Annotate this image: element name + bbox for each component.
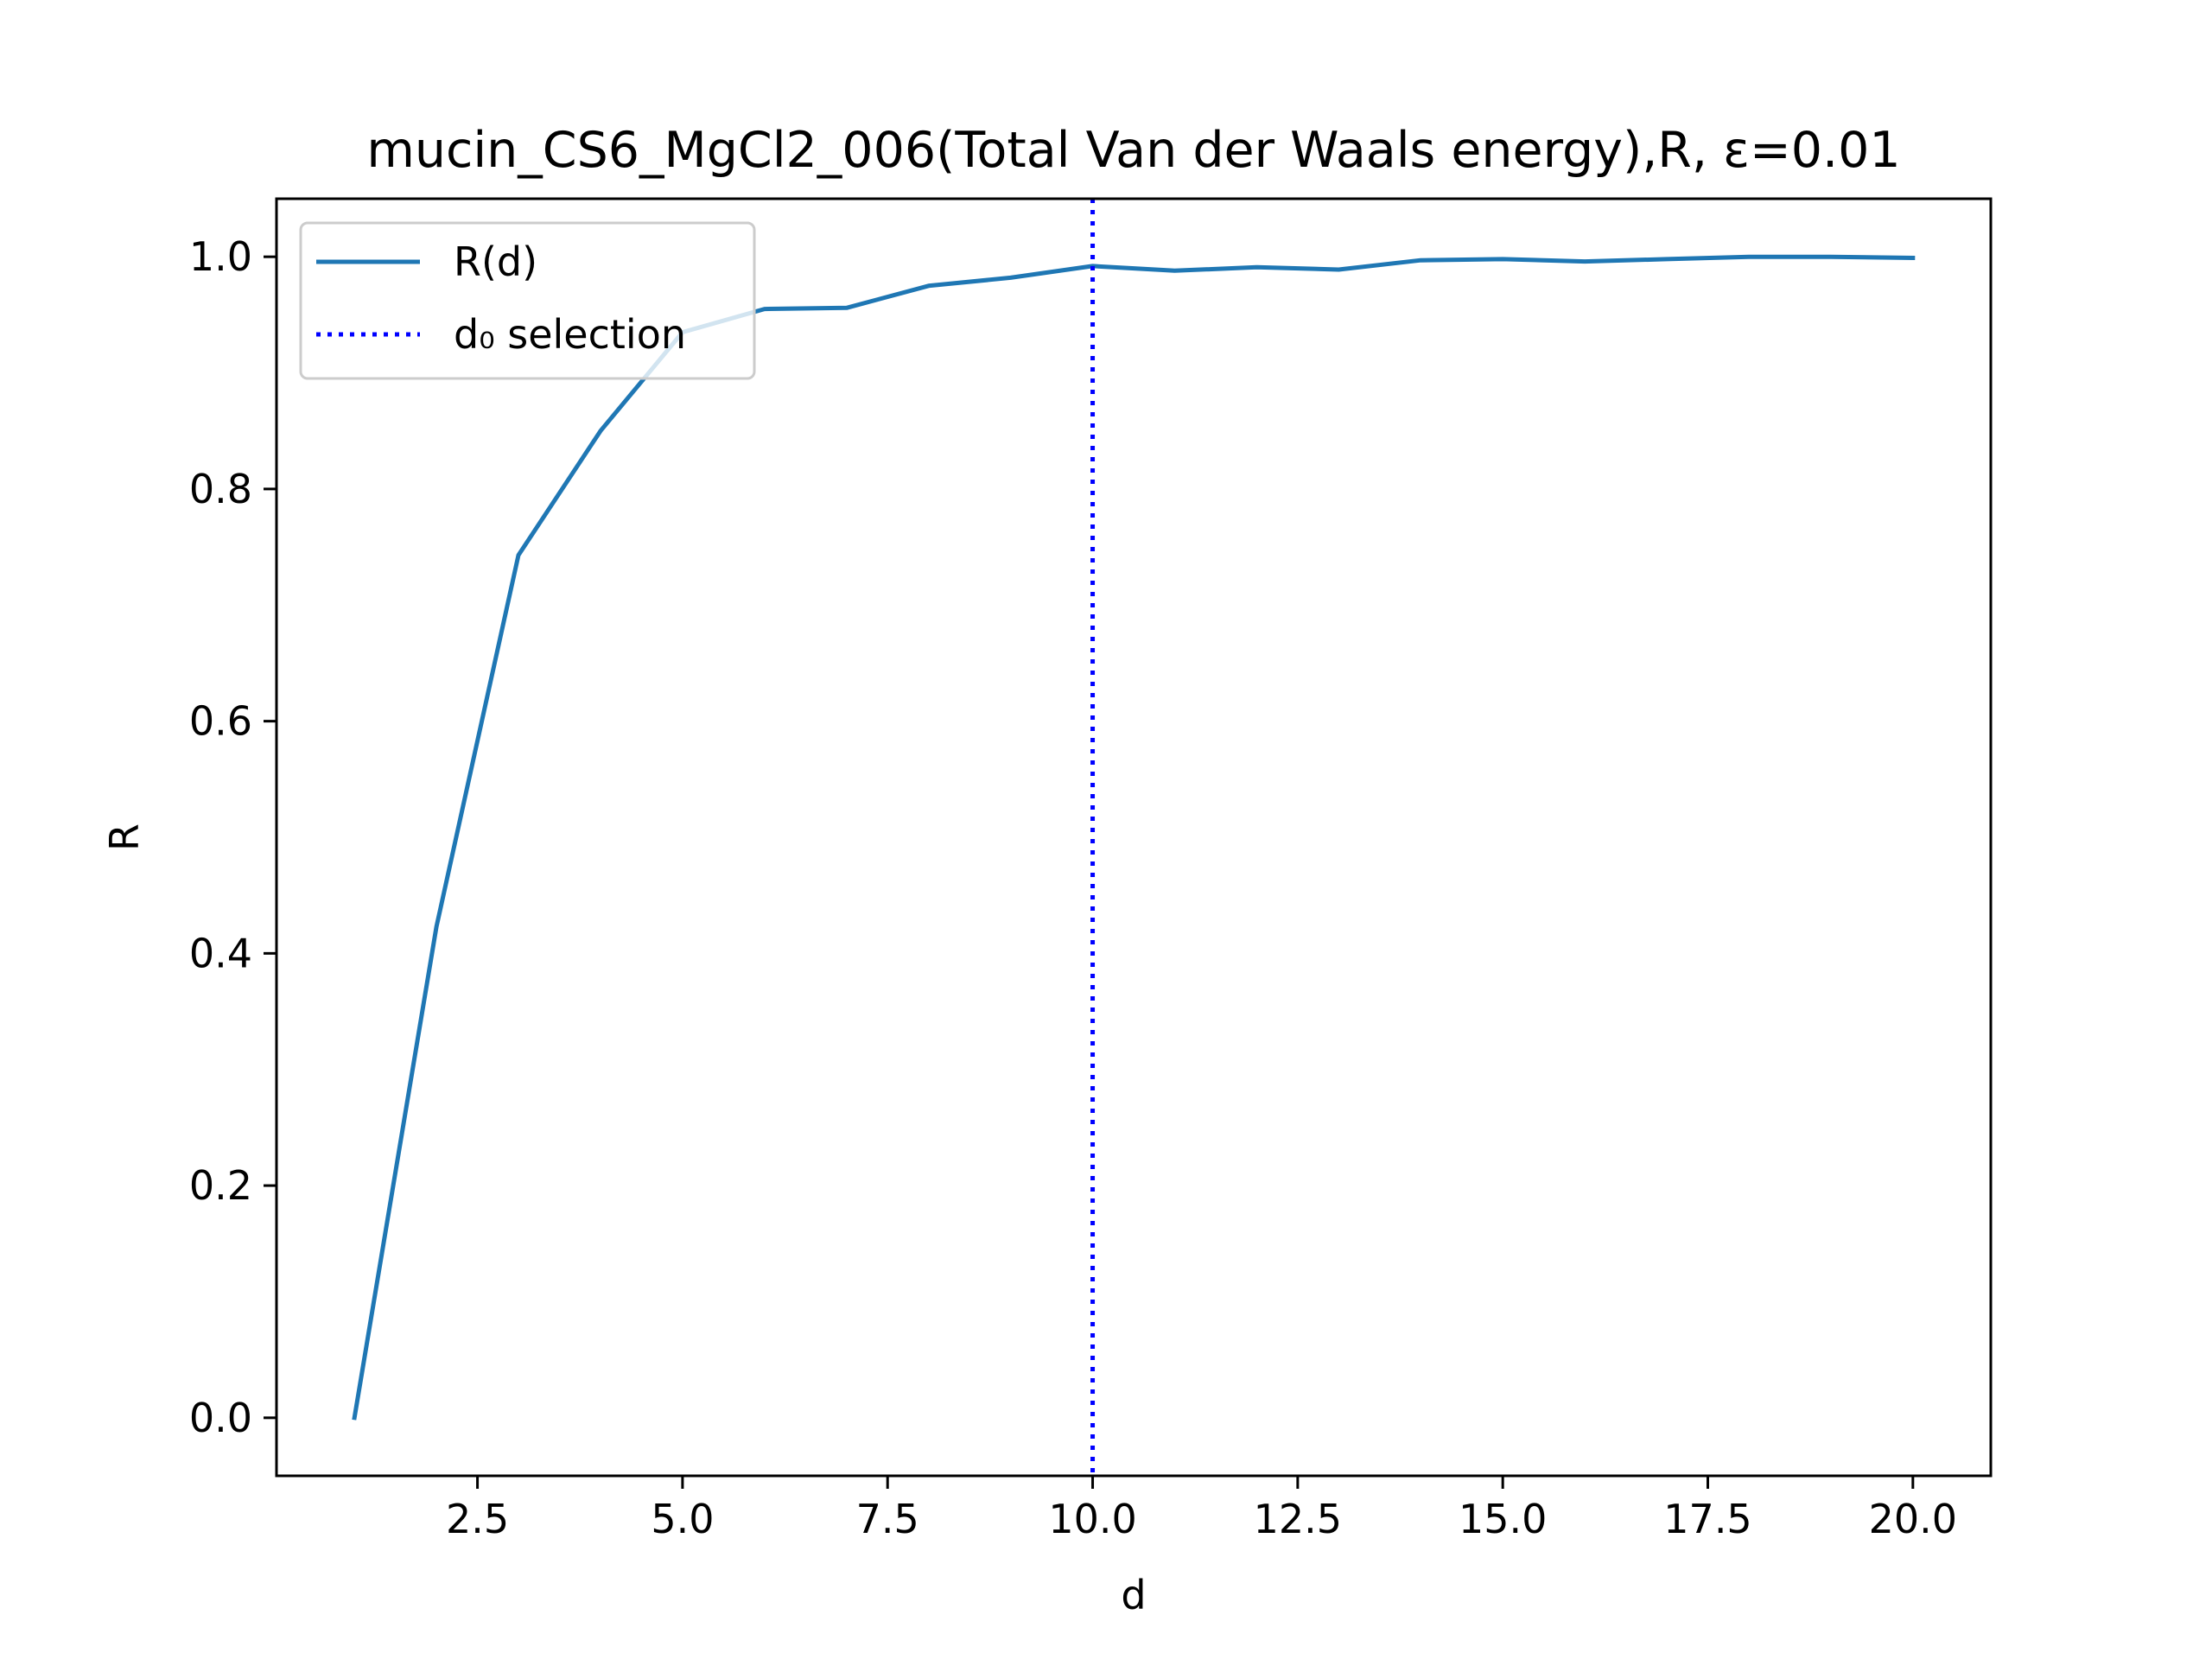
series-line-r-d: [352, 254, 1916, 1421]
x-axis-label: d: [1121, 1572, 1146, 1618]
y-tick-label: 0.2: [189, 1162, 252, 1209]
x-tick-label: 12.5: [1254, 1496, 1342, 1542]
y-tick-label: 0.4: [189, 930, 252, 976]
y-axis-label: R: [101, 823, 148, 851]
x-tick-label: 2.5: [446, 1496, 509, 1542]
x-tick-label: 5.0: [651, 1496, 714, 1542]
x-tick-label: 15.0: [1459, 1496, 1547, 1542]
legend-label-d0-selection: d₀ selection: [454, 311, 686, 358]
axes-frame: [275, 197, 1993, 1478]
y-tick-label: 0.0: [189, 1395, 252, 1441]
plot-lines: [352, 199, 1916, 1476]
chart-title: mucin_CS6_MgCl2_006(Total Van der Waals …: [366, 122, 1900, 179]
x-tick-label: 20.0: [1869, 1496, 1957, 1542]
y-tick-label: 0.6: [189, 698, 252, 745]
y-tick-label: 1.0: [189, 233, 252, 280]
x-tick-label: 10.0: [1048, 1496, 1136, 1542]
x-tick-label: 7.5: [856, 1496, 919, 1542]
axis-ticks: 2.5 5.0 7.5 10.0 12.5 15.0 17.5 20.0 0.0 0.2 0.4 0.…: [189, 233, 1957, 1542]
y-tick-label: 0.8: [189, 466, 252, 512]
legend: R(d) d₀ selection: [299, 221, 756, 380]
legend-label-r-d: R(d): [454, 238, 537, 285]
x-tick-label: 17.5: [1663, 1496, 1751, 1542]
